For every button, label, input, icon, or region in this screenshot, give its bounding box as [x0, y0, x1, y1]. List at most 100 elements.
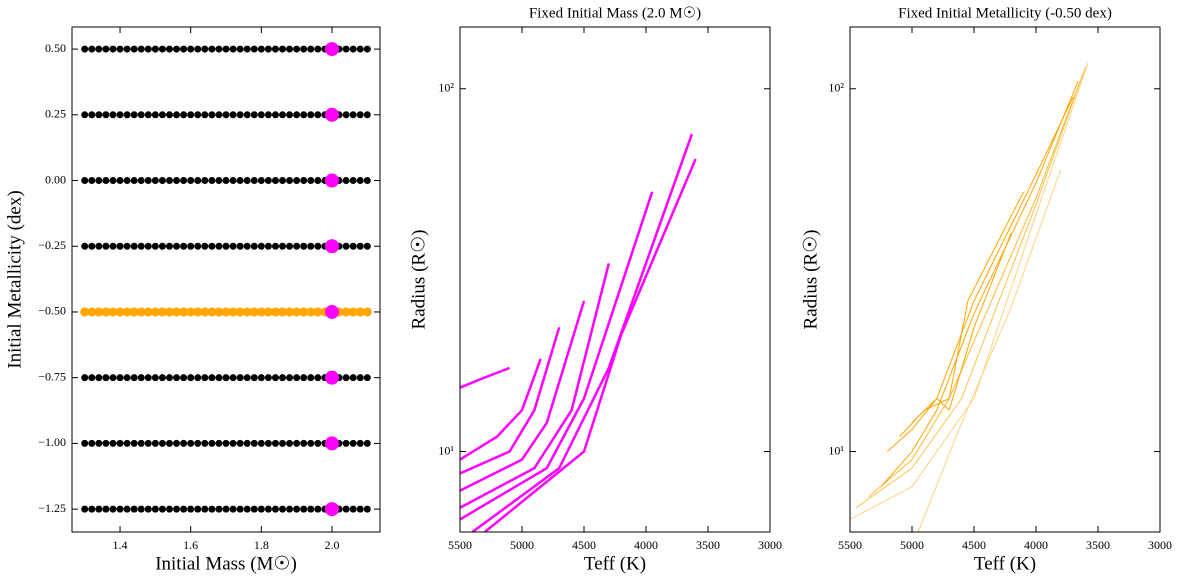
point [243, 111, 251, 119]
point [250, 45, 258, 53]
point [363, 45, 371, 53]
point [102, 177, 110, 185]
point [307, 242, 315, 250]
point [194, 439, 202, 447]
point [307, 505, 315, 513]
point [257, 505, 265, 513]
point [158, 177, 166, 185]
point [102, 374, 110, 382]
point [130, 439, 138, 447]
point [208, 242, 216, 250]
point [271, 439, 279, 447]
point [249, 307, 259, 317]
plot-area [850, 62, 1089, 532]
point [222, 439, 230, 447]
point [95, 242, 103, 250]
point [342, 374, 350, 382]
point [173, 439, 181, 447]
point [179, 307, 189, 317]
point [264, 111, 272, 119]
point [292, 307, 302, 317]
point [257, 439, 265, 447]
point [314, 439, 322, 447]
point [87, 307, 97, 317]
point [95, 439, 103, 447]
track [899, 191, 1025, 437]
point [81, 111, 89, 119]
point [215, 374, 223, 382]
point [144, 242, 152, 250]
x-tick-label: 2.0 [324, 538, 339, 552]
point [180, 374, 188, 382]
point [137, 505, 145, 513]
point [286, 45, 294, 53]
x-tick-label: 4000 [634, 538, 658, 552]
point [279, 177, 287, 185]
point [279, 439, 287, 447]
track [460, 263, 611, 509]
point [137, 45, 145, 53]
point [173, 505, 181, 513]
point [144, 177, 152, 185]
point [236, 439, 244, 447]
point [180, 111, 188, 119]
track [886, 96, 1074, 452]
y-tick-label: 0.00 [45, 172, 66, 186]
y-tick-label: −0.50 [38, 304, 66, 318]
point [324, 436, 339, 451]
point [363, 242, 371, 250]
point [342, 111, 350, 119]
point [187, 374, 195, 382]
point [102, 242, 110, 250]
point [222, 45, 230, 53]
point [215, 111, 223, 119]
point [214, 307, 224, 317]
point [293, 177, 301, 185]
point [356, 177, 364, 185]
y-tick-label: 10² [438, 81, 454, 95]
point [342, 177, 350, 185]
point [271, 242, 279, 250]
point [307, 111, 315, 119]
point [300, 45, 308, 53]
track [460, 366, 511, 389]
point [356, 45, 364, 53]
point [80, 307, 90, 317]
point [165, 111, 173, 119]
y-tick-label: −0.75 [38, 369, 66, 383]
point [250, 111, 258, 119]
point [81, 505, 89, 513]
point [158, 439, 166, 447]
point [228, 307, 238, 317]
point [130, 177, 138, 185]
point [324, 502, 339, 517]
y-tick-label: −0.25 [38, 238, 66, 252]
point [101, 307, 111, 317]
y-axis-label: Initial Metallicity (dex) [4, 190, 25, 368]
point [349, 111, 357, 119]
point [250, 439, 258, 447]
point [264, 177, 272, 185]
y-tick-label: 0.50 [45, 41, 66, 55]
point [208, 505, 216, 513]
point [257, 374, 265, 382]
point [116, 374, 124, 382]
point [279, 45, 287, 53]
y-tick-label: 10¹ [438, 443, 454, 457]
y-tick-label: 10¹ [828, 443, 844, 457]
point [299, 307, 309, 317]
point [314, 505, 322, 513]
point [81, 45, 89, 53]
point [342, 439, 350, 447]
point [109, 242, 117, 250]
point [108, 307, 118, 317]
point [356, 242, 364, 250]
point [362, 307, 372, 317]
y-axis-label: Radius (R☉) [800, 230, 821, 330]
point [137, 439, 145, 447]
point [257, 177, 265, 185]
x-tick-label: 1.4 [113, 538, 128, 552]
point [264, 45, 272, 53]
point [88, 45, 96, 53]
point [235, 307, 245, 317]
